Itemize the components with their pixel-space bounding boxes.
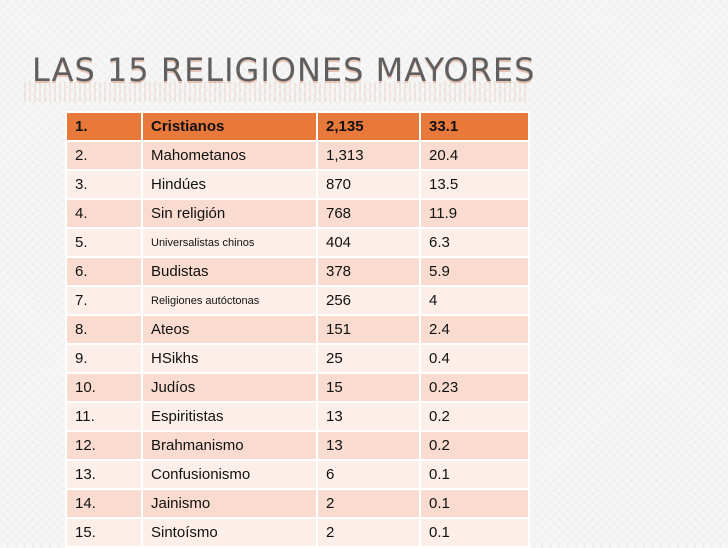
religion-name-cell: Hindúes: [141, 169, 318, 200]
adherents-cell: 13: [316, 430, 421, 461]
religion-name-cell: Budistas: [141, 256, 318, 287]
religion-name-cell: Universalistas chinos: [141, 227, 318, 258]
religion-name-cell: Religiones autóctonas: [141, 285, 318, 316]
table-row: 7. Religiones autóctonas 256 4: [65, 285, 530, 316]
rank-cell: 2.: [65, 140, 143, 171]
table-row: 14. Jainismo 2 0.1: [65, 488, 530, 519]
adherents-cell: 2,135: [316, 111, 421, 142]
rank-cell: 10.: [65, 372, 143, 403]
percent-cell: 0.23: [419, 372, 530, 403]
percent-cell: 0.4: [419, 343, 530, 374]
percent-cell: 5.9: [419, 256, 530, 287]
title-decoration: [24, 82, 528, 102]
slide-title: LAS 15 RELIGIONES MAYORES: [32, 51, 536, 89]
table-row: 2. Mahometanos 1,313 20.4: [65, 140, 530, 171]
adherents-cell: 151: [316, 314, 421, 345]
rank-cell: 9.: [65, 343, 143, 374]
percent-cell: 33.1: [419, 111, 530, 142]
religion-name-cell: Espiritistas: [141, 401, 318, 432]
rank-cell: 12.: [65, 430, 143, 461]
adherents-cell: 15: [316, 372, 421, 403]
percent-cell: 0.1: [419, 488, 530, 519]
percent-cell: 4: [419, 285, 530, 316]
percent-cell: 11.9: [419, 198, 530, 229]
religion-name-cell: Ateos: [141, 314, 318, 345]
religion-name-cell: Sintoísmo: [141, 517, 318, 548]
percent-cell: 20.4: [419, 140, 530, 171]
percent-cell: 0.1: [419, 517, 530, 548]
percent-cell: 0.2: [419, 401, 530, 432]
rank-cell: 8.: [65, 314, 143, 345]
table-row: 9. HSikhs 25 0.4: [65, 343, 530, 374]
adherents-cell: 378: [316, 256, 421, 287]
rank-cell: 7.: [65, 285, 143, 316]
percent-cell: 6.3: [419, 227, 530, 258]
table-row: 13. Confusionismo 6 0.1: [65, 459, 530, 490]
table-row: 11. Espiritistas 13 0.2: [65, 401, 530, 432]
rank-cell: 13.: [65, 459, 143, 490]
religion-name-cell: Jainismo: [141, 488, 318, 519]
adherents-cell: 870: [316, 169, 421, 200]
rank-cell: 14.: [65, 488, 143, 519]
religion-name-cell: Confusionismo: [141, 459, 318, 490]
table-row: 5. Universalistas chinos 404 6.3: [65, 227, 530, 258]
rank-cell: 6.: [65, 256, 143, 287]
religions-table: 1. Cristianos 2,135 33.1 2. Mahometanos …: [65, 111, 530, 548]
rank-cell: 5.: [65, 227, 143, 258]
table-row: 6. Budistas 378 5.9: [65, 256, 530, 287]
table-row: 15. Sintoísmo 2 0.1: [65, 517, 530, 548]
adherents-cell: 768: [316, 198, 421, 229]
adherents-cell: 404: [316, 227, 421, 258]
table-row: 12. Brahmanismo 13 0.2: [65, 430, 530, 461]
table-row: 4. Sin religión 768 11.9: [65, 198, 530, 229]
rank-cell: 3.: [65, 169, 143, 200]
percent-cell: 0.2: [419, 430, 530, 461]
religion-name-cell: Brahmanismo: [141, 430, 318, 461]
rank-cell: 15.: [65, 517, 143, 548]
adherents-cell: 1,313: [316, 140, 421, 171]
table-row: 10. Judíos 15 0.23: [65, 372, 530, 403]
adherents-cell: 13: [316, 401, 421, 432]
table-row: 8. Ateos 151 2.4: [65, 314, 530, 345]
religion-name-cell: Sin religión: [141, 198, 318, 229]
adherents-cell: 2: [316, 488, 421, 519]
table-row: 3. Hindúes 870 13.5: [65, 169, 530, 200]
religion-name-cell: Mahometanos: [141, 140, 318, 171]
rank-cell: 11.: [65, 401, 143, 432]
percent-cell: 0.1: [419, 459, 530, 490]
percent-cell: 2.4: [419, 314, 530, 345]
percent-cell: 13.5: [419, 169, 530, 200]
religion-name-cell: Cristianos: [141, 111, 318, 142]
adherents-cell: 2: [316, 517, 421, 548]
adherents-cell: 6: [316, 459, 421, 490]
adherents-cell: 256: [316, 285, 421, 316]
rank-cell: 4.: [65, 198, 143, 229]
table-row: 1. Cristianos 2,135 33.1: [65, 111, 530, 142]
religion-name-cell: Judíos: [141, 372, 318, 403]
rank-cell: 1.: [65, 111, 143, 142]
adherents-cell: 25: [316, 343, 421, 374]
religion-name-cell: HSikhs: [141, 343, 318, 374]
